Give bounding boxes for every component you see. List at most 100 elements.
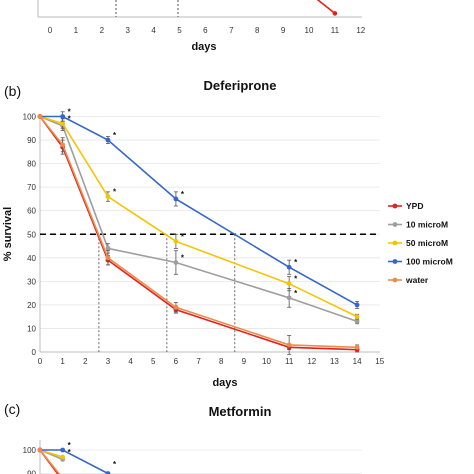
data-point — [60, 121, 66, 126]
data-point — [286, 342, 292, 348]
data-point — [105, 245, 111, 251]
y-tick-label: 40 — [27, 254, 36, 263]
data-point — [354, 318, 360, 324]
data-point — [286, 281, 292, 287]
data-point — [354, 314, 360, 320]
x-tick-label: 0 — [38, 357, 43, 366]
x-tick-label: 15 — [375, 357, 384, 366]
data-point — [105, 255, 111, 261]
x-tick-label: 2 — [83, 357, 88, 366]
data-point — [60, 142, 66, 148]
top-x-tick-label: 7 — [229, 26, 234, 35]
panel-c-significance-mark: * — [68, 448, 72, 457]
panel-b-x-axis-label: days — [212, 377, 237, 389]
y-tick-label: 90 — [27, 136, 36, 145]
data-point — [173, 196, 179, 202]
top-x-tick-label: 0 — [48, 26, 53, 35]
significance-mark: * — [181, 190, 185, 199]
y-tick-label: 70 — [27, 183, 36, 192]
significance-mark: * — [294, 289, 298, 298]
top-x-tick-label: 3 — [125, 26, 130, 35]
series-line — [39, 115, 358, 323]
series-line — [39, 116, 358, 351]
significance-mark: * — [113, 131, 117, 140]
top-x-tick-label: 1 — [74, 26, 79, 35]
x-tick-label: 6 — [174, 357, 179, 366]
y-tick-label: 50 — [27, 230, 36, 239]
legend-marker — [392, 259, 398, 264]
top-x-tick-label: 5 — [177, 26, 182, 35]
data-point — [286, 295, 292, 301]
panel-b: (b) Deferiprone 0 10 20 30 40 50 60 70 80 90 100 0 1… — [2, 78, 453, 389]
panel-c-y-tick-label: 90 — [27, 470, 36, 474]
data-point — [286, 264, 292, 270]
top-x-tick-label: 12 — [356, 26, 365, 35]
panel-c-y-tick-label: 100 — [23, 446, 37, 455]
x-tick-label: 11 — [285, 357, 294, 366]
panel-c-title: Metformin — [209, 404, 272, 419]
top-x-tick-label: 11 — [331, 26, 340, 35]
data-point — [354, 344, 360, 350]
data-point — [37, 114, 43, 119]
panel-c-data-point — [60, 447, 66, 453]
y-tick-label: 30 — [27, 277, 36, 286]
legend-label: water — [405, 275, 429, 285]
y-tick-label: 20 — [27, 301, 36, 310]
top-x-tick-label: 8 — [255, 26, 260, 35]
y-tick-label: 80 — [27, 160, 36, 169]
series-line — [39, 115, 358, 318]
x-tick-label: 3 — [106, 357, 111, 366]
y-tick-label: 60 — [27, 207, 36, 216]
data-point — [105, 137, 111, 143]
top-data-point — [332, 11, 338, 16]
legend-marker — [392, 277, 398, 283]
series-line — [40, 115, 358, 306]
panel-b-title: Deferiprone — [204, 78, 277, 93]
data-point — [173, 238, 179, 244]
significance-mark: * — [181, 254, 185, 263]
panel-c-data-point — [37, 447, 43, 453]
legend-label: 100 microM — [406, 257, 453, 267]
significance-mark: * — [68, 115, 72, 124]
x-tick-label: 1 — [60, 357, 65, 366]
x-tick-label: 10 — [262, 357, 271, 366]
panel-c-significance-mark: * — [68, 441, 72, 450]
significance-mark: * — [294, 275, 298, 284]
top-x-tick-label: 4 — [151, 26, 156, 35]
y-tick-label: 0 — [32, 348, 37, 357]
significance-mark: * — [68, 108, 72, 117]
top-panel: 0 1 2 3 4 5 6 7 8 9 10 11 12 days — [37, 0, 366, 53]
legend-marker — [392, 203, 398, 209]
top-x-tick-label: 6 — [203, 26, 208, 35]
legend-marker — [392, 240, 398, 246]
x-tick-label: 4 — [128, 357, 133, 366]
x-tick-label: 5 — [151, 357, 156, 366]
panel-b-label: (b) — [4, 83, 21, 99]
data-point — [173, 260, 179, 265]
data-point — [60, 114, 66, 119]
panel-c-series-line — [39, 449, 63, 458]
legend-label: 10 microM — [406, 220, 448, 230]
top-series-line — [316, 0, 336, 15]
x-tick-label: 12 — [307, 357, 316, 366]
panel-c-data-point — [105, 471, 111, 474]
x-tick-label: 7 — [196, 357, 201, 366]
significance-mark: * — [294, 258, 298, 267]
data-point — [105, 194, 111, 199]
legend-marker — [392, 222, 398, 227]
y-tick-label: 100 — [23, 113, 37, 122]
data-point — [354, 302, 360, 308]
x-tick-label: 8 — [219, 357, 224, 366]
top-x-axis-label: days — [191, 41, 216, 53]
top-x-tick-label: 10 — [305, 26, 314, 35]
top-x-tick-label: 9 — [281, 26, 286, 35]
significance-mark: * — [113, 188, 117, 197]
x-tick-label: 14 — [353, 357, 362, 366]
legend-label: YPD — [406, 201, 423, 211]
x-tick-label: 9 — [242, 357, 247, 366]
legend-label: 50 microM — [406, 238, 448, 248]
panel-c-data-point — [60, 454, 66, 460]
data-point — [173, 304, 179, 310]
